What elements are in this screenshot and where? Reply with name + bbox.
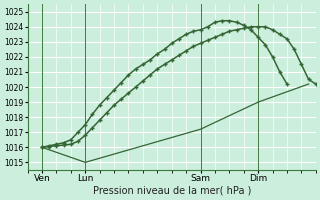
- X-axis label: Pression niveau de la mer( hPa ): Pression niveau de la mer( hPa ): [92, 186, 251, 196]
